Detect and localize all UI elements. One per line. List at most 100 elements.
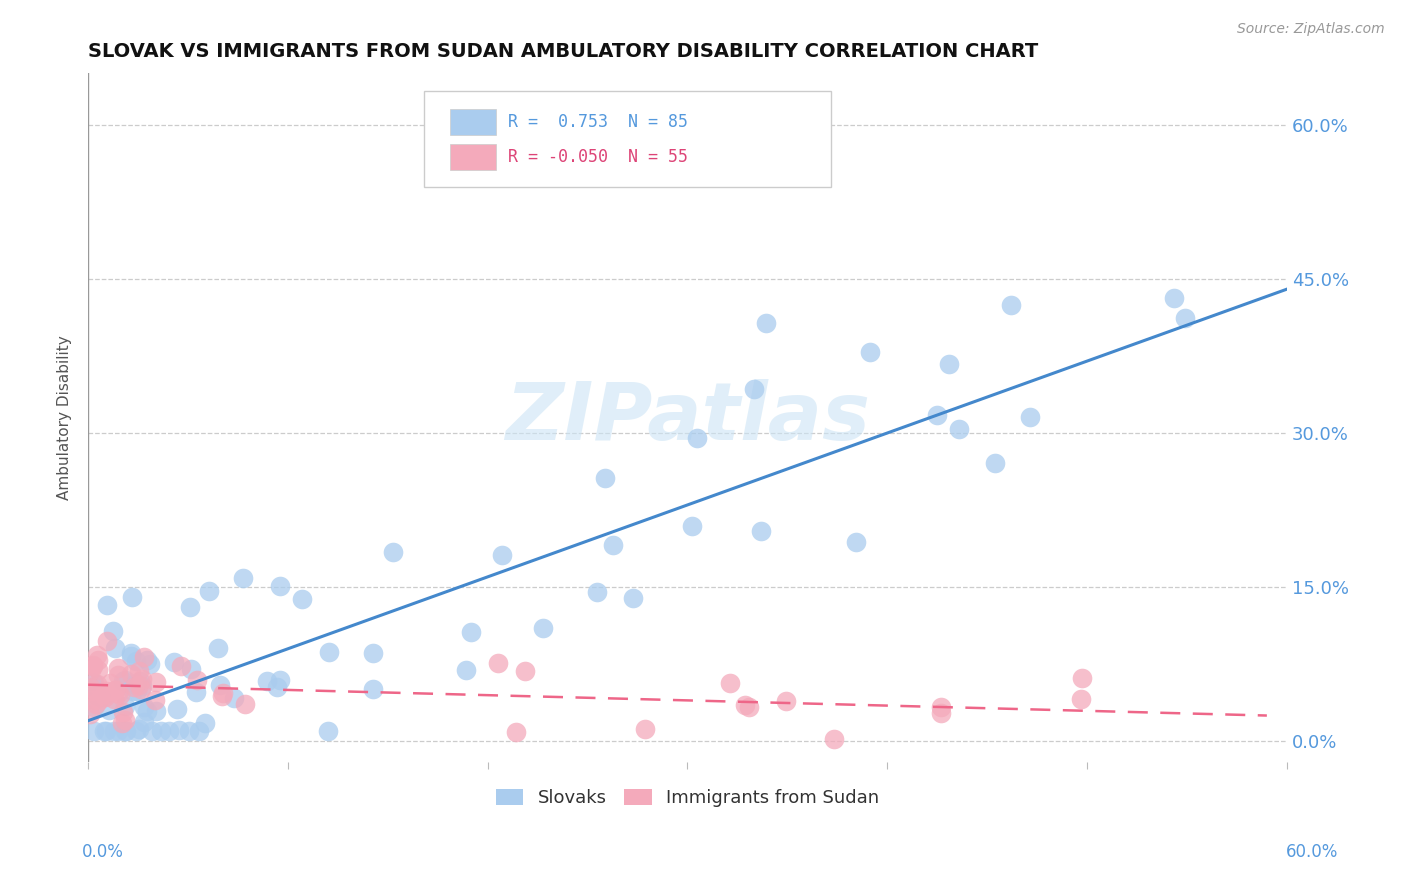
Point (127, 683, 149, 698)
Point (211, 690, 233, 704)
Point (738, 699, 761, 714)
Point (80, 681, 103, 696)
Point (634, 723, 657, 737)
Point (177, 723, 200, 738)
Point (107, 686, 129, 700)
Point (83, 680, 105, 694)
Point (207, 641, 229, 656)
Point (1174, 311, 1197, 326)
Point (269, 673, 291, 688)
Point (86, 677, 108, 691)
Point (114, 673, 136, 687)
Point (775, 694, 797, 708)
Point (749, 524, 772, 539)
Point (93, 723, 115, 738)
Point (83, 692, 105, 706)
Point (125, 654, 148, 668)
Point (104, 682, 127, 697)
Point (83, 676, 105, 690)
Point (87, 663, 110, 677)
Point (104, 640, 127, 655)
Point (1163, 291, 1185, 305)
Point (316, 723, 339, 738)
Point (136, 653, 159, 667)
Point (845, 535, 868, 549)
Point (222, 690, 245, 705)
Point (318, 645, 340, 659)
Bar (450, 144, 496, 169)
Point (87, 653, 110, 667)
Point (685, 431, 707, 445)
Point (141, 723, 163, 738)
FancyBboxPatch shape (423, 91, 831, 187)
Point (718, 675, 741, 690)
Point (256, 674, 278, 689)
Point (681, 518, 703, 533)
Point (101, 624, 124, 638)
Point (98, 703, 121, 717)
Point (134, 649, 156, 664)
Point (129, 673, 152, 688)
Point (80, 663, 103, 677)
Point (232, 571, 254, 585)
Point (128, 722, 150, 736)
Text: 60.0%: 60.0% (1285, 843, 1339, 861)
Point (269, 579, 291, 593)
Point (938, 357, 960, 371)
Point (166, 701, 188, 715)
Point (198, 583, 221, 598)
Text: R = -0.050  N = 55: R = -0.050 N = 55 (508, 148, 688, 166)
Point (108, 688, 131, 702)
Point (859, 344, 882, 359)
Point (114, 698, 136, 713)
Point (139, 657, 162, 672)
Text: 0.0%: 0.0% (82, 843, 124, 861)
Point (120, 666, 142, 681)
Point (80, 683, 103, 698)
Text: Source: ZipAtlas.com: Source: ZipAtlas.com (1237, 22, 1385, 37)
Point (128, 664, 150, 678)
Point (266, 680, 288, 694)
Point (361, 682, 384, 697)
Point (93, 687, 115, 701)
Point (208, 677, 231, 691)
Point (513, 664, 536, 678)
Point (86, 648, 108, 662)
Point (145, 674, 167, 689)
Point (107, 661, 129, 675)
Text: SLOVAK VS IMMIGRANTS FROM SUDAN AMBULATORY DISABILITY CORRELATION CHART: SLOVAK VS IMMIGRANTS FROM SUDAN AMBULATO… (89, 42, 1039, 61)
Text: R =  0.753  N = 85: R = 0.753 N = 85 (508, 113, 688, 131)
Text: ZIPatlas: ZIPatlas (505, 378, 870, 457)
Point (122, 677, 145, 691)
Point (93, 690, 115, 704)
Point (124, 680, 146, 694)
Point (131, 679, 153, 693)
Point (454, 663, 477, 677)
Y-axis label: Ambulatory Disability: Ambulatory Disability (58, 335, 72, 500)
Point (1019, 410, 1042, 425)
Point (120, 646, 142, 660)
Point (929, 706, 952, 720)
Point (110, 715, 132, 730)
Point (927, 408, 949, 422)
Point (96, 723, 118, 738)
Point (82, 659, 104, 673)
Point (104, 683, 127, 698)
Point (382, 545, 405, 559)
Point (136, 705, 159, 719)
Point (744, 382, 766, 396)
Point (132, 700, 155, 714)
Point (602, 538, 624, 552)
Point (86, 697, 108, 711)
Point (89, 688, 111, 702)
Point (82, 657, 104, 672)
Point (125, 723, 148, 738)
Point (212, 685, 235, 699)
Point (115, 723, 138, 738)
Point (948, 421, 970, 435)
Point (111, 706, 134, 720)
Point (121, 590, 143, 604)
Point (83, 700, 105, 714)
Point (460, 625, 482, 640)
Point (114, 723, 136, 738)
